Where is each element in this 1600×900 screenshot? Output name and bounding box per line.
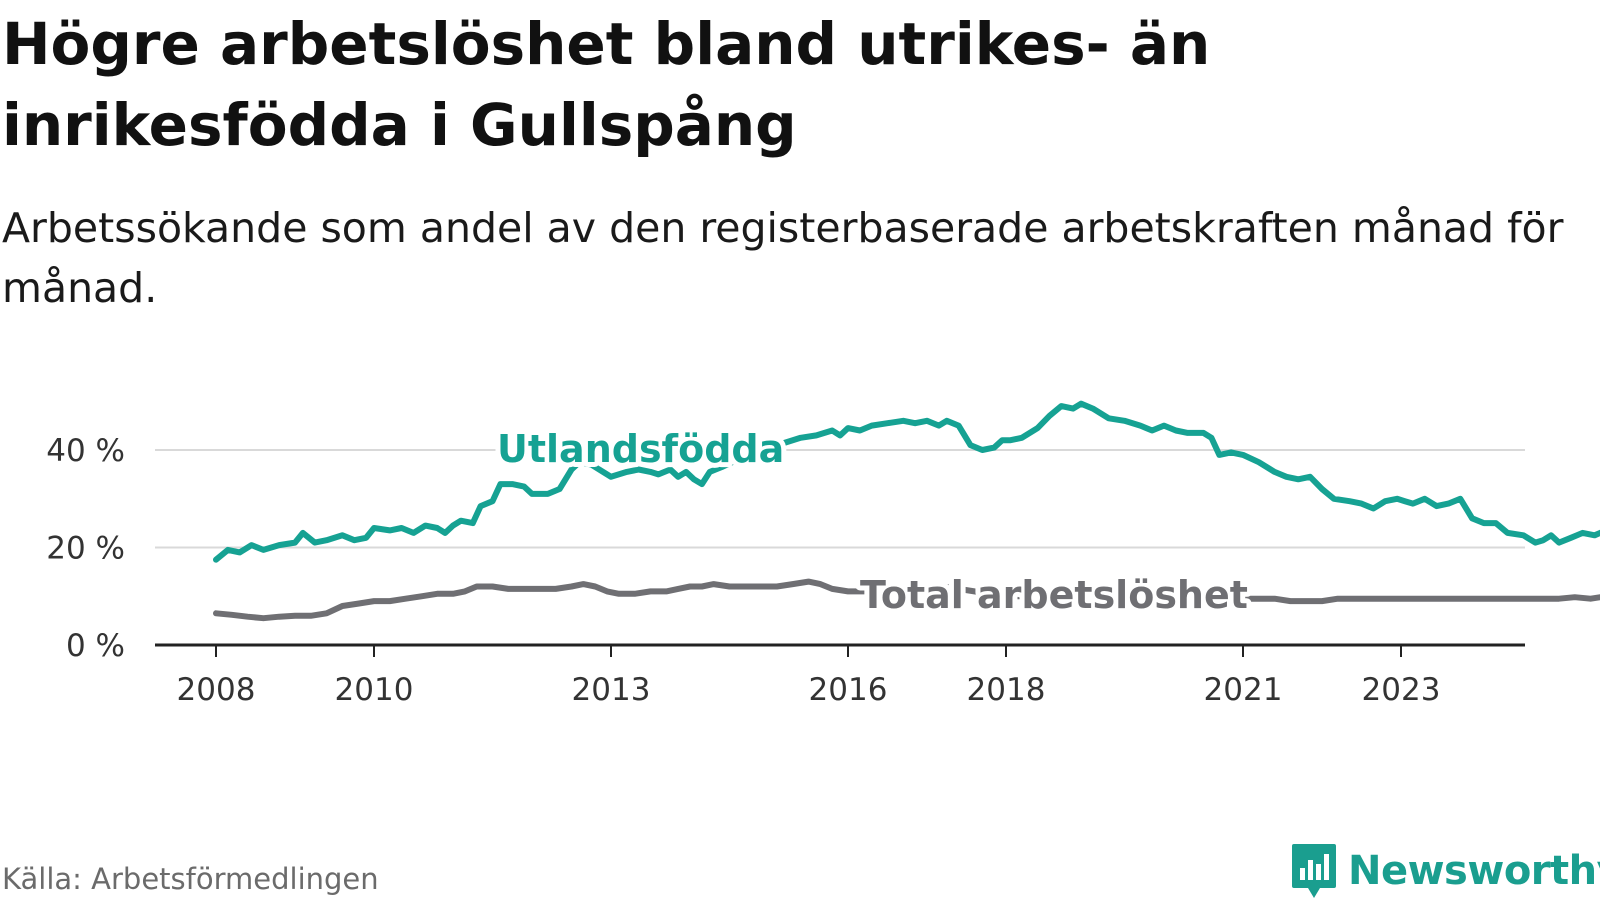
y-axis-ticks: 0 % 20 % 40 % — [46, 433, 125, 664]
series-line-utlandsfodda — [213, 400, 1600, 563]
chart-title: Högre arbetslöshet bland utrikes- än inr… — [2, 10, 1211, 159]
x-tick-label: 2018 — [967, 672, 1046, 708]
x-tick-label: 2021 — [1204, 672, 1283, 708]
x-tick-label: 2008 — [177, 672, 256, 708]
x-axis-ticks: 2008 2010 2013 2016 2018 2021 2023 — [177, 645, 1441, 708]
y-tick-label: 0 % — [66, 628, 125, 664]
x-tick-label: 2023 — [1362, 672, 1441, 708]
newsworthy-logo: Newsworthy — [1290, 842, 1600, 900]
series-label-utlandsfodda-halo: Utlandsfödda — [497, 427, 784, 471]
series-line-total — [213, 578, 1600, 622]
x-tick-label: 2016 — [809, 672, 888, 708]
chart-subtitle: Arbetssökande som andel av den registerb… — [2, 204, 1564, 312]
newsworthy-logo-icon — [1292, 844, 1336, 898]
source-note: Källa: Arbetsförmedlingen — [2, 862, 379, 896]
series-label-total-halo: Total arbetslöshet — [860, 573, 1248, 617]
x-tick-label: 2013 — [572, 672, 651, 708]
y-tick-label: 20 % — [46, 531, 125, 567]
newsworthy-logo-text: Newsworthy — [1348, 848, 1600, 894]
line-chart: 0 % 20 % 40 % 2008 2010 2013 2016 2018 2021 2023… — [46, 400, 1600, 708]
gridlines — [155, 449, 1525, 647]
series-lines — [213, 400, 1600, 622]
x-tick-label: 2010 — [335, 672, 414, 708]
y-tick-label: 40 % — [46, 433, 125, 469]
series-label-utlandsfodda-text: Utlandsfödda — [497, 427, 784, 471]
series-label-total-text: Total arbetslöshet — [860, 573, 1248, 617]
